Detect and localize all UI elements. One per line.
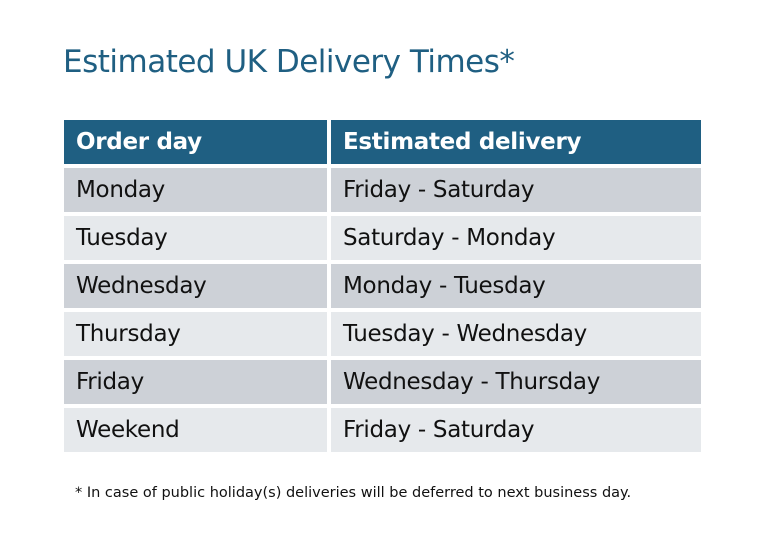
footnote: * In case of public holiday(s) deliverie… xyxy=(75,485,632,501)
order-day-cell: Weekend xyxy=(64,408,327,452)
delivery-cell: Saturday - Monday xyxy=(331,216,701,260)
delivery-table: Order day Estimated delivery Monday Frid… xyxy=(60,116,705,456)
delivery-cell: Tuesday - Wednesday xyxy=(331,312,701,356)
table-row: Thursday Tuesday - Wednesday xyxy=(64,312,701,356)
order-day-cell: Monday xyxy=(64,168,327,212)
order-day-cell: Wednesday xyxy=(64,264,327,308)
table-row: Tuesday Saturday - Monday xyxy=(64,216,701,260)
order-day-cell: Tuesday xyxy=(64,216,327,260)
delivery-cell: Wednesday - Thursday xyxy=(331,360,701,404)
column-header-estimated-delivery: Estimated delivery xyxy=(331,120,701,164)
delivery-cell: Monday - Tuesday xyxy=(331,264,701,308)
table-row: Friday Wednesday - Thursday xyxy=(64,360,701,404)
table-row: Monday Friday - Saturday xyxy=(64,168,701,212)
order-day-cell: Thursday xyxy=(64,312,327,356)
table-row: Weekend Friday - Saturday xyxy=(64,408,701,452)
table-row: Wednesday Monday - Tuesday xyxy=(64,264,701,308)
column-header-order-day: Order day xyxy=(64,120,327,164)
delivery-cell: Friday - Saturday xyxy=(331,408,701,452)
delivery-cell: Friday - Saturday xyxy=(331,168,701,212)
order-day-cell: Friday xyxy=(64,360,327,404)
table-header-row: Order day Estimated delivery xyxy=(64,120,701,164)
page-title: Estimated UK Delivery Times* xyxy=(63,44,515,80)
